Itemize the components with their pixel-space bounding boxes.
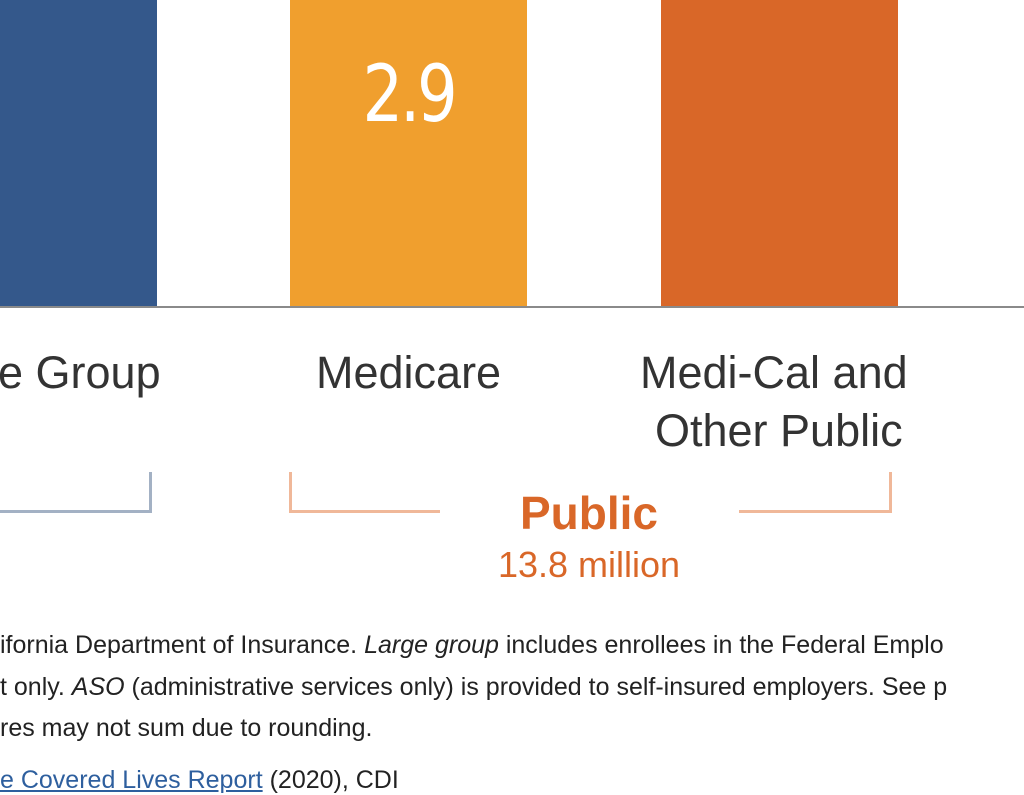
group-title-public: Public [519,487,659,539]
bracket-private-group [0,472,152,513]
bar-large-group [0,0,157,307]
data-label-medicare: 2.9 [362,50,458,140]
bracket-public-left [289,472,440,513]
note-line-2-b: (administrative services only) is provid… [124,673,948,701]
note-line-2-em: ASO [71,673,125,701]
source-link[interactable]: e Covered Lives Report [0,766,263,794]
category-label-medicare: Medicare [316,347,502,398]
category-label-medi-cal-line2: Other Public [655,405,903,456]
source-line: e Covered Lives Report (2020), CDI [0,766,399,795]
note-line-1-b: includes enrollees in the Federal Emplo [498,631,944,659]
note-line-2: t only. ASO (administrative services onl… [0,673,947,702]
note-line-3: res may not sum due to rounding. [0,714,373,742]
note-line-1-em: Large group [364,631,499,659]
source-rest: (2020), CDI [262,766,399,794]
bar-medicare [290,0,527,307]
bar-medi-cal [661,0,898,307]
note-line-1: ifornia Department of Insurance. Large g… [0,631,944,660]
bracket-public-right [739,472,892,513]
group-total-public: 13.8 million [497,544,681,585]
category-label-medi-cal-line1: Medi-Cal and [640,347,908,398]
note-line-1-a: ifornia Department of Insurance. [0,631,365,659]
note-line-2-a: t only. [0,673,72,701]
x-axis-baseline [0,306,1024,308]
category-label-large-group: e Group [0,347,161,398]
